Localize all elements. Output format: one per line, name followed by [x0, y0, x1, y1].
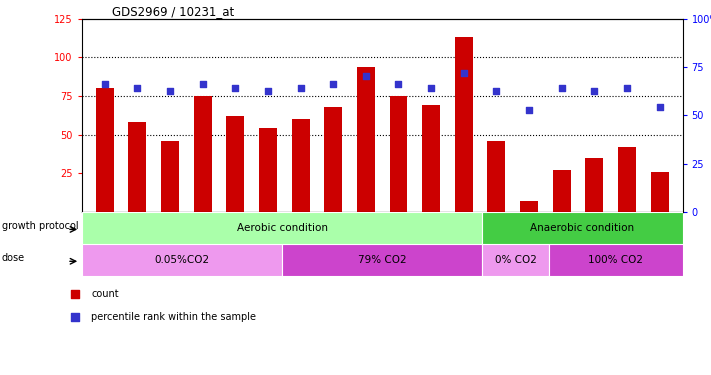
Point [70, 314, 81, 320]
Text: count: count [91, 290, 119, 299]
Bar [82, 244, 282, 276]
Bar [96, 88, 114, 212]
Text: 100% CO2: 100% CO2 [588, 255, 643, 265]
Bar [520, 201, 538, 212]
Bar [422, 105, 440, 212]
Point [654, 104, 665, 110]
Bar [455, 37, 473, 212]
Text: 0% CO2: 0% CO2 [495, 255, 537, 265]
Text: Anaerobic condition: Anaerobic condition [530, 223, 634, 233]
Point [197, 81, 208, 87]
Text: dose: dose [1, 253, 25, 263]
Point [621, 85, 633, 91]
Text: 79% CO2: 79% CO2 [358, 255, 407, 265]
Point [70, 291, 81, 297]
Point [99, 81, 110, 87]
Bar [488, 141, 506, 212]
Point [458, 70, 469, 76]
Text: 0.05%CO2: 0.05%CO2 [154, 255, 210, 265]
Point [523, 107, 535, 113]
Point [230, 85, 241, 91]
Bar [259, 129, 277, 212]
Bar [161, 141, 179, 212]
Text: GDS2969 / 10231_at: GDS2969 / 10231_at [112, 4, 234, 18]
Bar [82, 212, 482, 244]
Bar [549, 244, 683, 276]
Point [589, 88, 600, 94]
Bar [282, 244, 482, 276]
Point [132, 85, 143, 91]
Point [392, 81, 404, 87]
Bar [585, 158, 604, 212]
Bar [193, 96, 212, 212]
Point [164, 88, 176, 94]
Bar [651, 172, 668, 212]
Bar [482, 244, 549, 276]
Point [425, 85, 437, 91]
Point [328, 81, 339, 87]
Text: growth protocol: growth protocol [1, 221, 78, 231]
Bar [390, 96, 407, 212]
Point [360, 73, 372, 79]
Point [262, 88, 274, 94]
Bar [357, 67, 375, 212]
Bar [226, 116, 244, 212]
Point [295, 85, 306, 91]
Text: Aerobic condition: Aerobic condition [237, 223, 328, 233]
Bar [552, 170, 571, 212]
Text: percentile rank within the sample: percentile rank within the sample [91, 312, 256, 322]
Bar [292, 119, 309, 212]
Point [491, 88, 502, 94]
Bar [482, 212, 683, 244]
Bar [618, 147, 636, 212]
Bar [324, 107, 342, 212]
Point [556, 85, 567, 91]
Bar [128, 122, 146, 212]
